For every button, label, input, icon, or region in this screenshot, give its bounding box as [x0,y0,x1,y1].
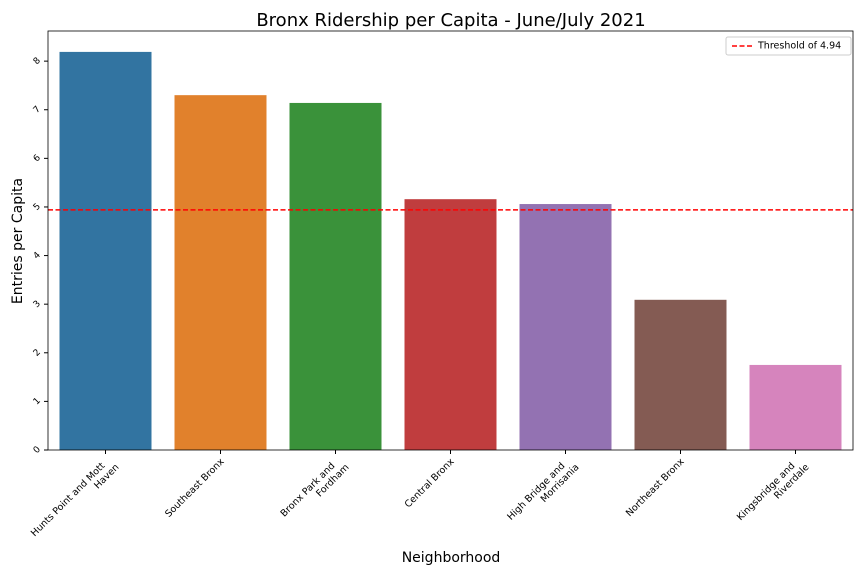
bar [174,95,267,450]
y-tick-label: 4 [32,250,43,261]
y-tick-label: 1 [32,396,43,407]
legend-label: Threshold of 4.94 [757,41,841,52]
plot-frame [47,30,854,451]
legend-box [725,36,852,56]
y-tick-label: 2 [32,348,43,359]
y-tick-label: 7 [32,105,43,116]
y-tick-label: 0 [32,445,43,456]
y-tick-label: 6 [32,153,43,164]
bar [634,299,727,450]
x-axis-label: Neighborhood [402,550,501,566]
chart-title: Bronx Ridership per Capita - June/July 2… [256,10,645,31]
bar [59,51,152,450]
y-tick-label: 3 [32,299,43,310]
y-axis-label: Entries per Capita [10,178,26,304]
bar [289,102,382,451]
bar [749,364,842,450]
y-tick-label: 8 [32,56,43,67]
bar [404,199,497,450]
bar [519,204,612,450]
y-tick-label: 5 [32,202,43,213]
